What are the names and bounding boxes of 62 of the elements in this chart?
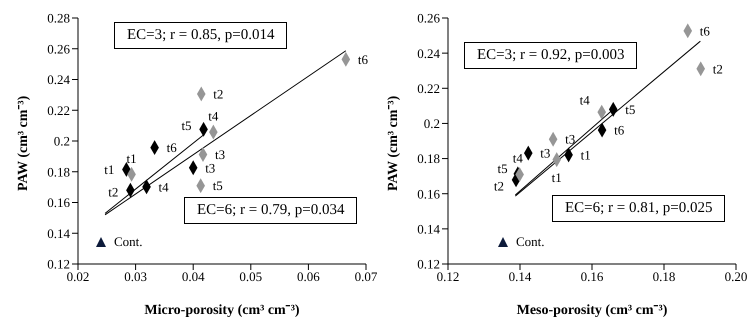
data-label: t2 bbox=[494, 178, 504, 194]
data-label: t3 bbox=[565, 132, 576, 147]
data-label: t6 bbox=[700, 23, 710, 38]
annotation: EC=3; r = 0.92, p=0.003 bbox=[477, 47, 624, 64]
y-tick-label: 0.18 bbox=[47, 164, 70, 180]
annotation: Cont. bbox=[114, 234, 143, 250]
y-tick-label: 0.26 bbox=[417, 10, 440, 26]
y-tick-label: 0.14 bbox=[417, 221, 440, 236]
x-axis-title: Micro-porosity (cm³ cm⁻³) bbox=[144, 303, 300, 318]
y-tick-label: 0.24 bbox=[417, 46, 440, 61]
x-tick-label: 0.06 bbox=[297, 269, 320, 284]
data-label: t6 bbox=[614, 122, 625, 138]
x-tick-label: 0.05 bbox=[239, 269, 262, 284]
y-tick-label: 0.16 bbox=[417, 186, 440, 202]
data-label: t5 bbox=[625, 102, 636, 117]
x-axis-title: Meso-porosity (cm³ cm⁻³) bbox=[516, 303, 668, 318]
y-tick-label: 0.16 bbox=[47, 195, 70, 210]
data-label: t3 bbox=[214, 147, 226, 162]
annotation: EC=6; r = 0.79, p=0.034 bbox=[197, 202, 344, 219]
annotation: EC=3; r = 0.85, p=0.014 bbox=[127, 27, 274, 44]
x-tick-label: 0.02 bbox=[66, 269, 90, 284]
x-tick-label: 0.03 bbox=[124, 269, 147, 284]
data-label: t1 bbox=[552, 170, 562, 186]
x-tick-label: 0.14 bbox=[508, 269, 532, 284]
data-label: t5 bbox=[498, 161, 508, 176]
x-tick-label: 0.04 bbox=[182, 269, 206, 284]
x-tick-label: 0.16 bbox=[580, 269, 604, 284]
y-axis-title: PAW (cm³ cm⁻³) bbox=[386, 95, 401, 191]
y-axis-title: PAW (cm³ cm⁻³) bbox=[16, 95, 31, 191]
y-tick-label: 0.28 bbox=[47, 10, 70, 26]
data-label: t1 bbox=[126, 150, 137, 166]
y-tick-label: 0.22 bbox=[47, 102, 70, 118]
data-label: t2 bbox=[712, 61, 723, 76]
annotation: EC=6; r = 0.81, p=0.025 bbox=[565, 200, 712, 217]
data-label: t4 bbox=[512, 150, 524, 166]
y-tick-label: 0.18 bbox=[417, 151, 440, 166]
x-tick-label: 0.20 bbox=[724, 269, 748, 284]
y-tick-label: 0.26 bbox=[47, 41, 70, 56]
x-tick-label: 0.12 bbox=[436, 269, 460, 284]
y-tick-label: 0.12 bbox=[47, 256, 70, 272]
data-label: t6 bbox=[358, 52, 368, 67]
y-tick-label: 0.24 bbox=[47, 72, 70, 88]
x-tick-label: 0.07 bbox=[354, 269, 378, 284]
data-label: t5 bbox=[212, 178, 223, 194]
x-tick-label: 0.18 bbox=[652, 269, 676, 284]
data-label: t1 bbox=[104, 162, 114, 177]
y-tick-label: 0.22 bbox=[417, 80, 440, 96]
data-label: t3 bbox=[205, 160, 216, 176]
y-tick-label: 0.12 bbox=[417, 256, 440, 272]
data-label: t2 bbox=[213, 86, 224, 102]
data-label: t4 bbox=[580, 92, 590, 108]
data-label: t4 bbox=[158, 179, 170, 194]
data-label: t1 bbox=[580, 147, 591, 162]
y-tick-label: 0.14 bbox=[47, 226, 70, 241]
data-label: t6 bbox=[166, 140, 178, 156]
data-label: t2 bbox=[108, 184, 118, 200]
data-label: t3 bbox=[540, 146, 550, 161]
y-tick-label: 0.2 bbox=[54, 134, 70, 149]
data-label: t5 bbox=[181, 118, 192, 133]
data-label: t4 bbox=[208, 108, 219, 124]
y-tick-label: 0.2 bbox=[424, 116, 440, 132]
annotation: Cont. bbox=[516, 234, 545, 250]
